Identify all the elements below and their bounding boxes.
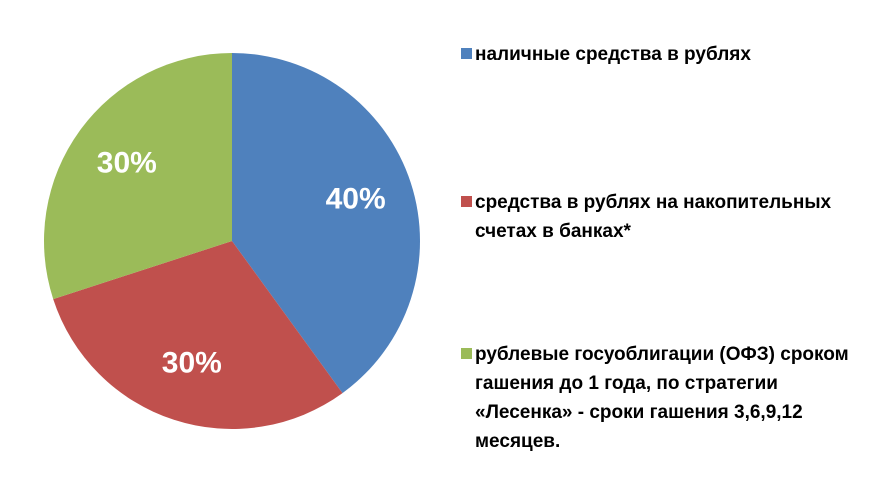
legend-label: средства в рублях на накопительных счета… [475,192,832,242]
data-label: 30% [97,147,157,180]
data-label: 30% [162,347,222,380]
legend-label: наличные средства в рублях [475,44,751,65]
legend-item: средства в рублях на накопительных счета… [461,188,853,246]
pie-slice [53,241,343,429]
legend-item: рублевые госуоблигации (ОФЗ) сроком гаше… [461,340,853,456]
data-label: 40% [326,183,386,216]
legend-item: наличные средства в рублях [461,40,853,69]
legend-swatch [461,48,472,59]
legend-swatch [461,348,472,359]
pie-slice [43,53,232,300]
pie-slice [232,53,420,394]
legend-swatch [461,196,472,207]
legend-label: рублевые госуоблигации (ОФЗ) сроком гаше… [475,344,849,452]
